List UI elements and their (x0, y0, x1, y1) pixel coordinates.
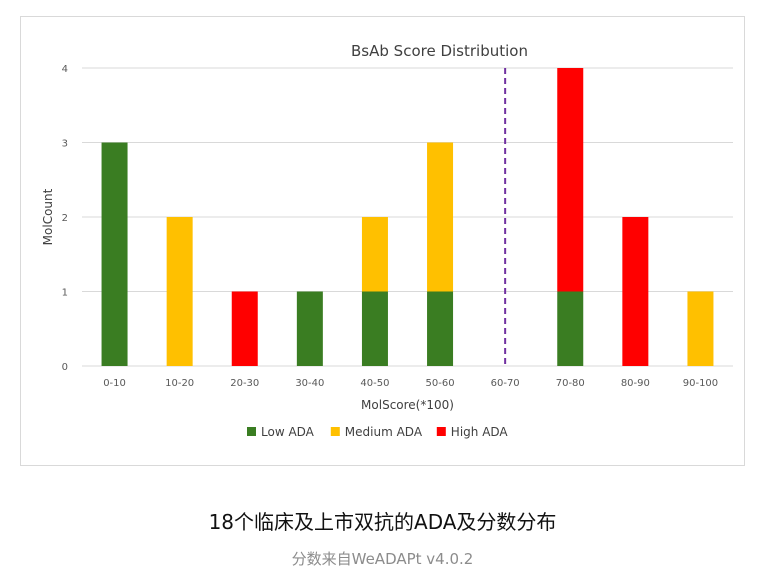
y-tick-label: 4 (62, 64, 68, 75)
y-tick-label: 0 (62, 362, 68, 373)
x-tick-label: 30-40 (295, 378, 324, 389)
y-tick-label: 2 (62, 213, 68, 224)
legend-swatch-medium-ada (330, 427, 340, 436)
bar-medium-ada (427, 142, 454, 292)
bar-medium-ada (166, 217, 193, 366)
x-tick-label: 20-30 (230, 378, 259, 389)
legend-label-high-ada: High ADA (451, 425, 509, 439)
x-tick-label: 90-100 (683, 378, 718, 389)
x-tick-label: 40-50 (360, 378, 389, 389)
bar-high-ada (231, 291, 258, 366)
x-axis-title: MolScore(*100) (361, 398, 454, 412)
x-tick-label: 60-70 (491, 378, 520, 389)
bar-low-ada (427, 291, 454, 366)
bar-high-ada (557, 68, 584, 292)
y-tick-label: 3 (62, 139, 68, 150)
x-tick-label: 10-20 (165, 378, 194, 389)
y-tick-label: 1 (62, 288, 68, 299)
legend-swatch-low-ada (247, 427, 256, 436)
chart-frame: BsAb Score Distribution 0 1 2 3 4 0-10 10-20 20-… (20, 16, 745, 466)
bar-low-ada (101, 142, 128, 366)
bar-medium-ada (361, 217, 388, 292)
bar-high-ada (622, 217, 649, 366)
bar-medium-ada (687, 291, 714, 366)
figure-caption-source: 分数来自WeADAPt v4.0.2 (291, 550, 474, 568)
y-axis-title: MolCount (41, 188, 55, 245)
chart-title: BsAb Score Distribution (351, 42, 528, 60)
legend-swatch-high-ada (436, 427, 446, 436)
x-tick-label: 80-90 (621, 378, 650, 389)
x-tick-label: 0-10 (103, 378, 126, 389)
bar-low-ada (296, 291, 323, 366)
bar-low-ada (361, 291, 388, 366)
chart-canvas: BsAb Score Distribution 0 1 2 3 4 0-10 10-20 20-… (41, 42, 733, 439)
legend-label-medium-ada: Medium ADA (345, 425, 423, 439)
figure-caption-title: 18个临床及上市双抗的ADA及分数分布 (208, 510, 557, 534)
legend-label-low-ada: Low ADA (261, 425, 315, 439)
bar-low-ada (557, 291, 584, 366)
x-tick-label: 50-60 (426, 378, 455, 389)
x-tick-label: 70-80 (556, 378, 585, 389)
